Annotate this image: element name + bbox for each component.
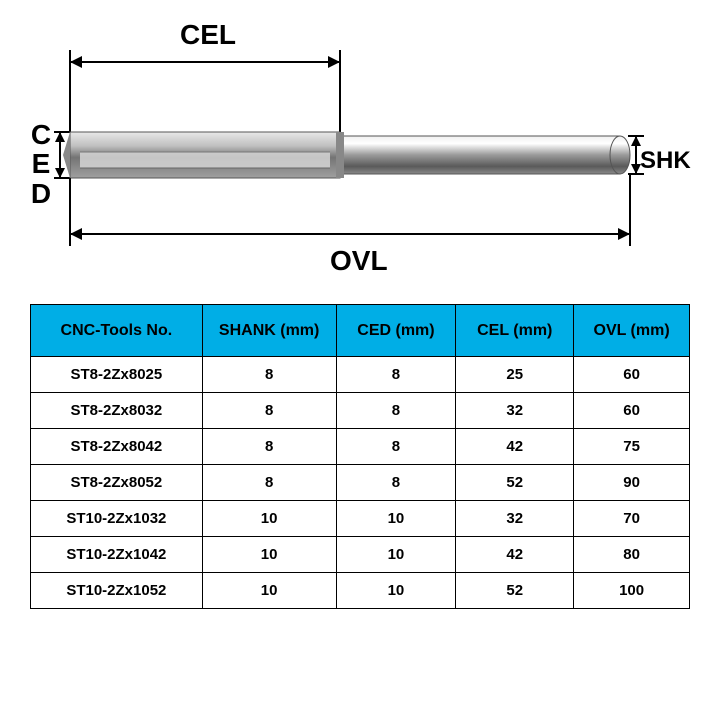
cell-shank: 8 [202,465,336,501]
table-row: ST8-2Zx8052885290 [31,465,690,501]
cell-cel: 42 [456,429,574,465]
cell-shank: 10 [202,537,336,573]
cell-cel: 25 [456,357,574,393]
cell-ced: 8 [336,357,456,393]
cell-no: ST8-2Zx8042 [31,429,203,465]
table-header-row: CNC-Tools No. SHANK (mm) CED (mm) CEL (m… [31,305,690,357]
cell-no: ST10-2Zx1042 [31,537,203,573]
cell-cel: 42 [456,537,574,573]
ovl-label: OVL [330,246,388,275]
cell-ced: 10 [336,501,456,537]
cell-cel: 52 [456,465,574,501]
cell-cel: 52 [456,573,574,609]
table-row: ST10-2Zx104210104280 [31,537,690,573]
cell-shank: 10 [202,573,336,609]
cell-ced: 8 [336,393,456,429]
cell-ovl: 100 [574,573,690,609]
cell-ced: 8 [336,465,456,501]
cell-no: ST8-2Zx8032 [31,393,203,429]
table-row: ST10-2Zx103210103270 [31,501,690,537]
table-row: ST8-2Zx8032883260 [31,393,690,429]
table-row: ST8-2Zx8042884275 [31,429,690,465]
cell-cel: 32 [456,393,574,429]
ced-label: CED [30,120,52,208]
cell-no: ST10-2Zx1032 [31,501,203,537]
cel-label: CEL [180,20,236,49]
col-header-no: CNC-Tools No. [31,305,203,357]
cell-ovl: 70 [574,501,690,537]
col-header-ced: CED (mm) [336,305,456,357]
col-header-shank: SHANK (mm) [202,305,336,357]
cell-ovl: 90 [574,465,690,501]
cell-shank: 8 [202,357,336,393]
cell-shank: 10 [202,501,336,537]
col-header-cel: CEL (mm) [456,305,574,357]
cell-ovl: 75 [574,429,690,465]
cell-cel: 32 [456,501,574,537]
cell-shank: 8 [202,429,336,465]
col-header-ovl: OVL (mm) [574,305,690,357]
cell-ced: 10 [336,573,456,609]
cell-ovl: 60 [574,393,690,429]
tool-diagram: CEL SHK OVL CED [30,20,690,280]
cell-shank: 8 [202,393,336,429]
cell-no: ST8-2Zx8025 [31,357,203,393]
table-row: ST10-2Zx1052101052100 [31,573,690,609]
cell-no: ST10-2Zx1052 [31,573,203,609]
cell-no: ST8-2Zx8052 [31,465,203,501]
cell-ovl: 60 [574,357,690,393]
table-row: ST8-2Zx8025882560 [31,357,690,393]
cell-ced: 10 [336,537,456,573]
cell-ced: 8 [336,429,456,465]
shk-label: SHK [640,148,691,173]
diagram-svg [30,20,690,280]
cell-ovl: 80 [574,537,690,573]
spec-table: CNC-Tools No. SHANK (mm) CED (mm) CEL (m… [30,304,690,609]
